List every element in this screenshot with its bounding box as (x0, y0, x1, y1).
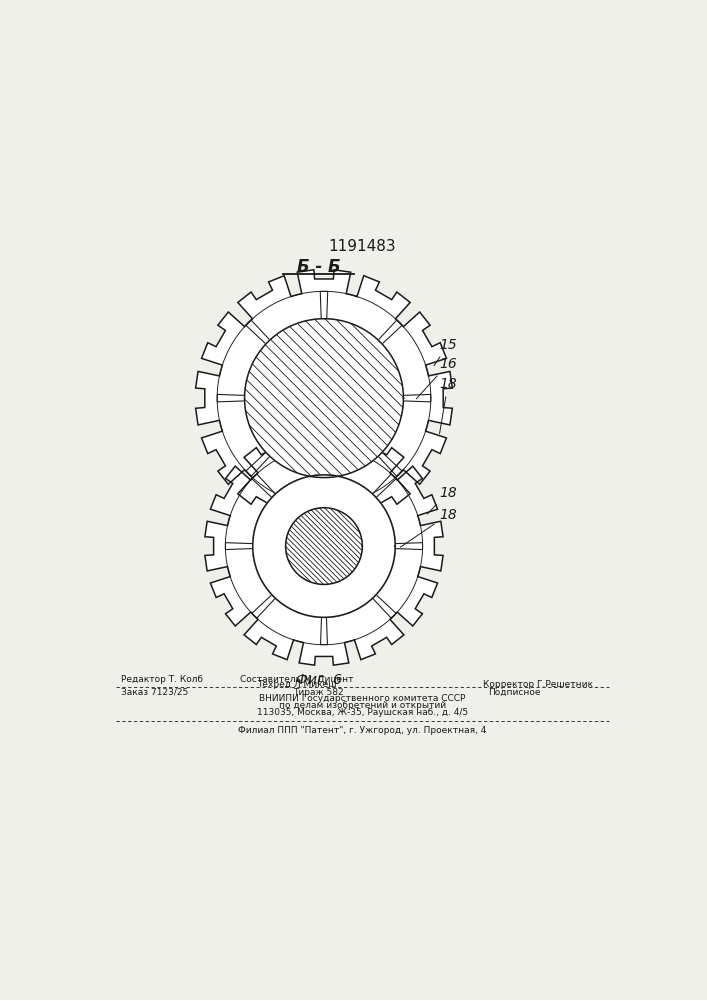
Polygon shape (246, 320, 270, 344)
Text: Корректор Г.Решетник: Корректор Г.Решетник (483, 680, 593, 689)
Polygon shape (320, 291, 328, 319)
Polygon shape (246, 452, 270, 476)
Text: 18: 18 (400, 508, 457, 547)
Polygon shape (252, 474, 276, 498)
Polygon shape (378, 320, 402, 344)
Text: Редактор Т. Колб: Редактор Т. Колб (122, 675, 203, 684)
Polygon shape (320, 448, 327, 475)
Polygon shape (226, 543, 253, 550)
Text: 15: 15 (434, 338, 457, 366)
Circle shape (286, 508, 363, 584)
Polygon shape (404, 394, 431, 402)
Text: 18: 18 (439, 377, 457, 434)
Polygon shape (252, 595, 276, 618)
Text: 18: 18 (427, 486, 457, 514)
Polygon shape (373, 595, 396, 618)
Polygon shape (378, 452, 402, 476)
Circle shape (245, 319, 404, 478)
Text: Составитель М. Дицент: Составитель М. Дицент (240, 675, 354, 684)
Text: Фиг. 5: Фиг. 5 (296, 542, 341, 556)
Polygon shape (196, 270, 452, 527)
Text: В - В: В - В (297, 493, 340, 511)
Text: Фиг. 6: Фиг. 6 (296, 673, 341, 687)
Text: Филиал ППП "Патент", г. Ужгород, ул. Проектная, 4: Филиал ППП "Патент", г. Ужгород, ул. Про… (238, 726, 486, 735)
Text: 113035, Москва, Ж-35, Раушская наб., д. 4/5: 113035, Москва, Ж-35, Раушская наб., д. … (257, 708, 468, 717)
Text: Подписное: Подписное (489, 688, 541, 697)
Text: Техред Л.Микеш: Техред Л.Микеш (257, 680, 337, 689)
Polygon shape (320, 617, 327, 645)
Text: Б - Б: Б - Б (297, 258, 340, 276)
Text: по делам изобретений и открытий: по делам изобретений и открытий (279, 701, 446, 710)
Text: 1191483: 1191483 (329, 239, 396, 254)
Polygon shape (395, 543, 423, 550)
Circle shape (253, 475, 395, 617)
Text: 16: 16 (416, 357, 457, 399)
Polygon shape (217, 394, 245, 402)
Polygon shape (205, 427, 443, 665)
Text: Заказ 7123/25: Заказ 7123/25 (122, 688, 189, 697)
Text: Тираж 582: Тираж 582 (293, 688, 344, 697)
Polygon shape (373, 474, 396, 498)
Text: ВНИИПИ Государственного комитета СССР: ВНИИПИ Государственного комитета СССР (259, 694, 465, 703)
Polygon shape (320, 478, 328, 505)
